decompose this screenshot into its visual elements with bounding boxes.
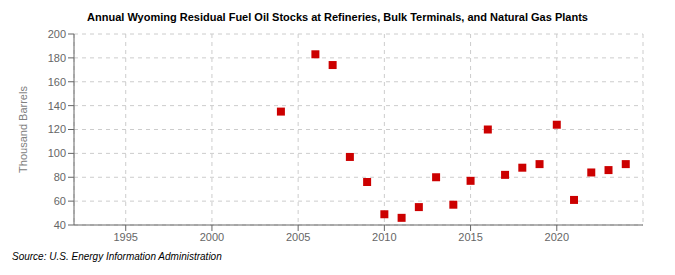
svg-text:160: 160 xyxy=(48,76,66,88)
svg-text:2020: 2020 xyxy=(545,231,569,243)
svg-text:40: 40 xyxy=(54,219,66,231)
svg-text:140: 140 xyxy=(48,100,66,112)
svg-text:Thousand Barrels: Thousand Barrels xyxy=(17,86,29,173)
svg-text:180: 180 xyxy=(48,52,66,64)
svg-text:2005: 2005 xyxy=(286,231,310,243)
svg-text:2000: 2000 xyxy=(200,231,224,243)
html-text:Source: U.S. Energy Informatio: Source: U.S. Energy Information Administ… xyxy=(12,251,222,262)
svg-text:120: 120 xyxy=(48,123,66,135)
svg-text:100: 100 xyxy=(48,147,66,159)
svg-text:200: 200 xyxy=(48,28,66,40)
svg-text:1995: 1995 xyxy=(113,231,137,243)
svg-text:2015: 2015 xyxy=(458,231,482,243)
svg-text:60: 60 xyxy=(54,195,66,207)
svg-text:80: 80 xyxy=(54,171,66,183)
svg-text:2010: 2010 xyxy=(372,231,396,243)
html-text:Annual Wyoming Residual Fuel O: Annual Wyoming Residual Fuel Oil Stocks … xyxy=(87,11,588,23)
